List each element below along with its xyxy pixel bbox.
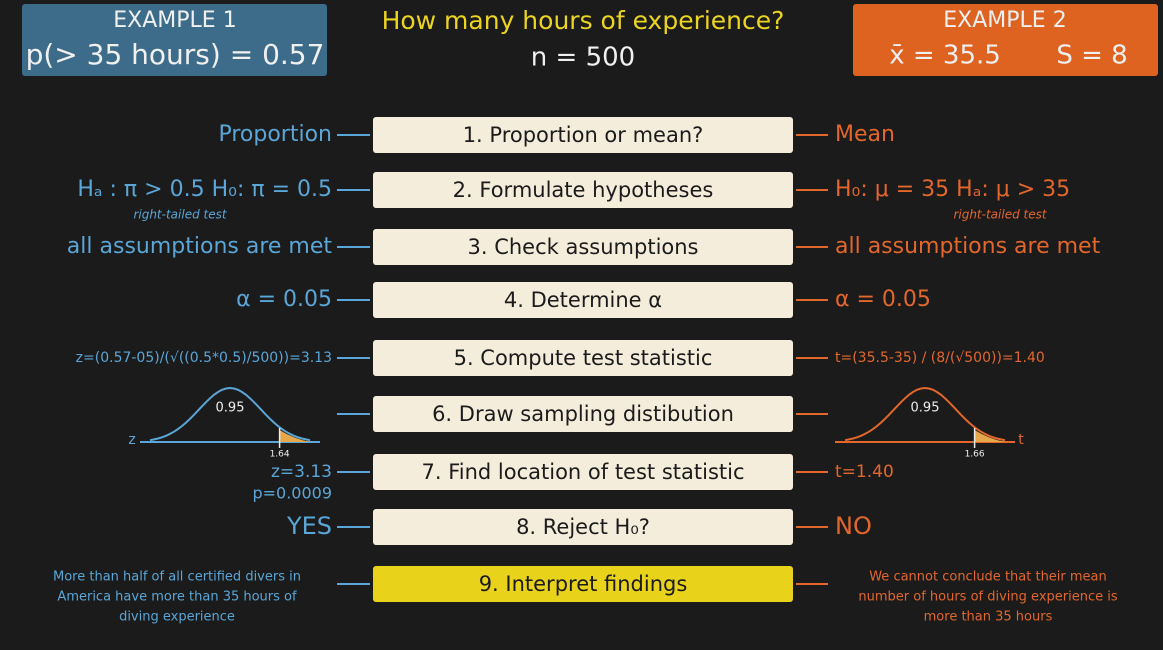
left-answer: p=0.0009 [252, 484, 332, 503]
left-answer: America have more than 35 hours of [57, 590, 297, 605]
dist-area: 0.95 [911, 401, 940, 416]
step-box [373, 282, 793, 318]
left-answer: More than half of all certified divers i… [53, 570, 301, 585]
right-answer: number of hours of diving experience is [858, 590, 1117, 605]
example2-box [853, 4, 1158, 76]
step-box [373, 229, 793, 265]
left-answer: all assumptions are met [67, 234, 333, 259]
step-box [373, 566, 793, 602]
example1-box [22, 4, 327, 76]
dist-tail [974, 430, 1005, 442]
right-answer: We cannot conclude that their mean [869, 570, 1107, 585]
step-box [373, 172, 793, 208]
step-label: 1. Proportion or mean? [463, 123, 704, 147]
right-answer: NO [835, 512, 872, 540]
example2-sd: S = 8 [1056, 41, 1127, 71]
left-answer: α = 0.05 [236, 287, 332, 312]
note: right-tailed test [953, 208, 1047, 222]
step-label: 9. Interpret findings [479, 572, 688, 596]
example2-label: EXAMPLE 2 [943, 8, 1066, 33]
left-answer: z=3.13 [271, 462, 332, 482]
right-answer: t=1.40 [835, 462, 894, 482]
sample-size: n = 500 [531, 43, 635, 73]
step-label: 4. Determine α [504, 288, 662, 312]
dist-axis-label: z [128, 432, 135, 448]
step-box [373, 509, 793, 545]
dist-curve [844, 386, 1006, 442]
right-answer: α = 0.05 [835, 287, 931, 312]
dist-critical: 1.66 [965, 450, 985, 460]
dist-area: 0.95 [216, 401, 245, 416]
step-label: 3. Check assumptions [468, 235, 699, 259]
step-box [373, 396, 793, 432]
steps: 1. Proportion or mean? Proportion Mean 2. F… [53, 117, 1118, 625]
left-answer: Proportion [218, 122, 332, 147]
step-label: 6. Draw sampling distibution [432, 402, 734, 426]
right-answer: more than 35 hours [924, 610, 1053, 625]
right-answer: t=(35.5-35) / (8/(√500))=1.40 [835, 350, 1045, 366]
step-box [373, 454, 793, 490]
left-answer: Hₐ : π > 0.5 H₀: π = 0.5 [77, 177, 332, 202]
right-answer: all assumptions are met [835, 234, 1101, 259]
example1-label: EXAMPLE 1 [113, 8, 236, 33]
step-box [373, 340, 793, 376]
left-answer: z=(0.57-05)/(√((0.5*0.5)/500))=3.13 [76, 350, 332, 366]
title: How many hours of experience? [382, 6, 785, 35]
dist-critical: 1.64 [270, 450, 290, 460]
left-answer: diving experience [119, 610, 235, 625]
dist-axis-label: t [1018, 432, 1024, 448]
step-box [373, 117, 793, 153]
dist-curve [149, 386, 311, 442]
example2-mean: x̄ = 35.5 [889, 41, 1001, 71]
dist-tail [279, 430, 310, 442]
step-label: 7. Find location of test statistic [422, 460, 745, 484]
right-answer: Mean [835, 122, 895, 147]
right-answer: H₀: μ = 35 Hₐ: μ > 35 [835, 177, 1070, 202]
step-label: 2. Formulate hypotheses [453, 178, 714, 202]
example1-value: p(> 35 hours) = 0.57 [26, 38, 325, 71]
note: right-tailed test [133, 208, 227, 222]
left-answer: YES [286, 512, 332, 540]
step-label: 8. Reject H₀? [516, 515, 650, 539]
step-label: 5. Compute test statistic [454, 346, 713, 370]
